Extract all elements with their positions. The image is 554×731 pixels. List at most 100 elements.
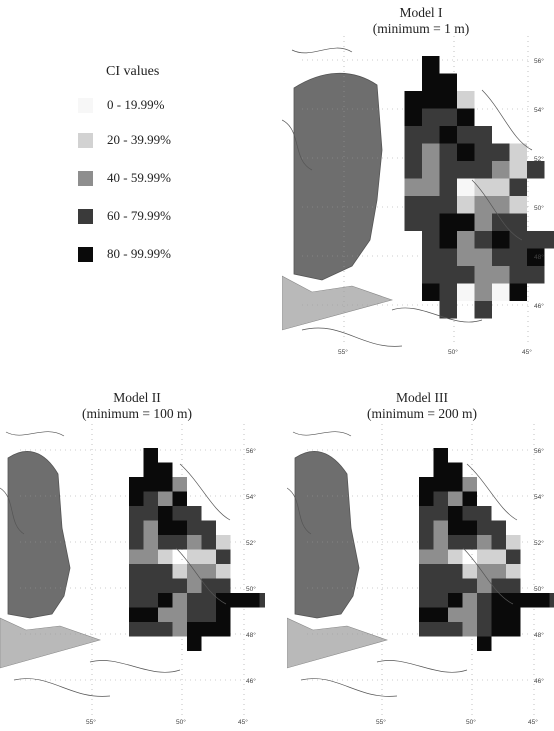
grid-cell — [527, 266, 545, 284]
grid-cell — [439, 143, 457, 161]
grid-cell — [172, 520, 187, 535]
latitude-label: 56° — [534, 447, 544, 455]
latitude-label: 54° — [246, 493, 256, 501]
grid-cell — [172, 564, 187, 579]
latitude-label: 48° — [534, 253, 544, 261]
grid-cell — [448, 578, 463, 593]
grid-cell — [474, 143, 492, 161]
grid-cell — [201, 593, 216, 608]
grid-cell — [433, 607, 448, 622]
bathymetry-contour — [13, 678, 111, 697]
legend-label: 0 - 19.99% — [107, 97, 165, 112]
grid-cell — [509, 231, 527, 249]
grid-cell — [422, 73, 440, 91]
grid-cell — [187, 535, 202, 550]
grid-cell — [509, 161, 527, 179]
grid-cell — [462, 578, 477, 593]
grid-cell — [474, 213, 492, 231]
legend-title: CI values — [106, 64, 160, 79]
grid-cell — [506, 535, 521, 550]
grid-cell — [187, 506, 202, 521]
grid-cell — [158, 477, 173, 492]
grid-cell — [549, 593, 554, 608]
grid-cell — [527, 161, 545, 179]
grid-cell — [462, 564, 477, 579]
map-title: Model I — [399, 5, 443, 20]
map-subtitle: (minimum = 1 m) — [372, 21, 470, 36]
grid-cell — [477, 636, 492, 651]
grid-cell — [419, 564, 434, 579]
grid-cell — [474, 231, 492, 249]
grid-cell — [201, 607, 216, 622]
grid-cell — [462, 593, 477, 608]
grid-cell — [158, 578, 173, 593]
grid-cell — [474, 196, 492, 214]
bathymetry-contour — [300, 678, 398, 697]
grid-cell — [462, 607, 477, 622]
grid-cell — [422, 283, 440, 301]
grid-cell — [158, 593, 173, 608]
grid-cell — [143, 622, 158, 637]
landmass-south — [287, 617, 388, 669]
grid-cell — [158, 506, 173, 521]
legend-label: 40 - 59.99% — [107, 170, 171, 185]
grid-cell — [422, 108, 440, 126]
legend-swatch — [78, 246, 93, 262]
grid-cell — [143, 578, 158, 593]
grid-cell — [172, 506, 187, 521]
map-model-2: 56° 54° 52° 50° 48° 46° 55° 50° 45° — [0, 424, 265, 726]
grid-cell — [477, 535, 492, 550]
grid-cell — [422, 91, 440, 109]
grid-cell — [422, 266, 440, 284]
grid-cell — [492, 213, 510, 231]
bathymetry-contour — [292, 431, 352, 437]
bathymetry-contour — [175, 547, 227, 605]
grid-cell — [474, 248, 492, 266]
grid-cell — [433, 477, 448, 492]
grid-cell — [448, 491, 463, 506]
grid-cell — [491, 622, 506, 637]
grid-cell — [419, 491, 434, 506]
grid-cell — [439, 213, 457, 231]
grid-cell — [143, 549, 158, 564]
grid-cell — [201, 578, 216, 593]
landmass — [293, 72, 383, 281]
grid-cell — [404, 143, 422, 161]
grid-cell — [143, 607, 158, 622]
map-subtitle: (minimum = 200 m) — [367, 406, 477, 421]
grid-cell — [492, 231, 510, 249]
grid-cell — [143, 448, 158, 463]
map-model-1: 56° 54° 52° 50° 48° 46° 55° 50° 45° — [282, 36, 554, 356]
grid-cell — [187, 578, 202, 593]
latitude-label: 46° — [246, 677, 256, 685]
grid-cell — [492, 161, 510, 179]
grid-cell — [404, 178, 422, 196]
grid-cell — [509, 283, 527, 301]
grid-cell — [158, 462, 173, 477]
grid-cell — [509, 196, 527, 214]
grid-cell — [477, 506, 492, 521]
grid-cell — [474, 283, 492, 301]
latitude-label: 54° — [534, 106, 544, 114]
grid-cell — [477, 520, 492, 535]
latitude-label: 48° — [246, 631, 256, 639]
grid-cell — [404, 91, 422, 109]
grid-cell — [129, 535, 144, 550]
bathymetry-contour — [376, 660, 468, 673]
grid-cell — [439, 266, 457, 284]
grid-cell — [216, 622, 231, 637]
landmass — [7, 451, 71, 619]
grid-cell — [433, 622, 448, 637]
bathymetry-contour — [462, 547, 514, 605]
latitude-label: 56° — [534, 57, 544, 65]
grid-cell — [187, 549, 202, 564]
grid-cell — [129, 622, 144, 637]
grid-cell — [448, 564, 463, 579]
grid-cell — [187, 636, 202, 651]
grid-cell — [474, 178, 492, 196]
grid-cell — [439, 108, 457, 126]
map-title: Model III — [395, 390, 449, 405]
grid-cell — [422, 213, 440, 231]
grid-cell — [422, 143, 440, 161]
grid-cell — [474, 266, 492, 284]
